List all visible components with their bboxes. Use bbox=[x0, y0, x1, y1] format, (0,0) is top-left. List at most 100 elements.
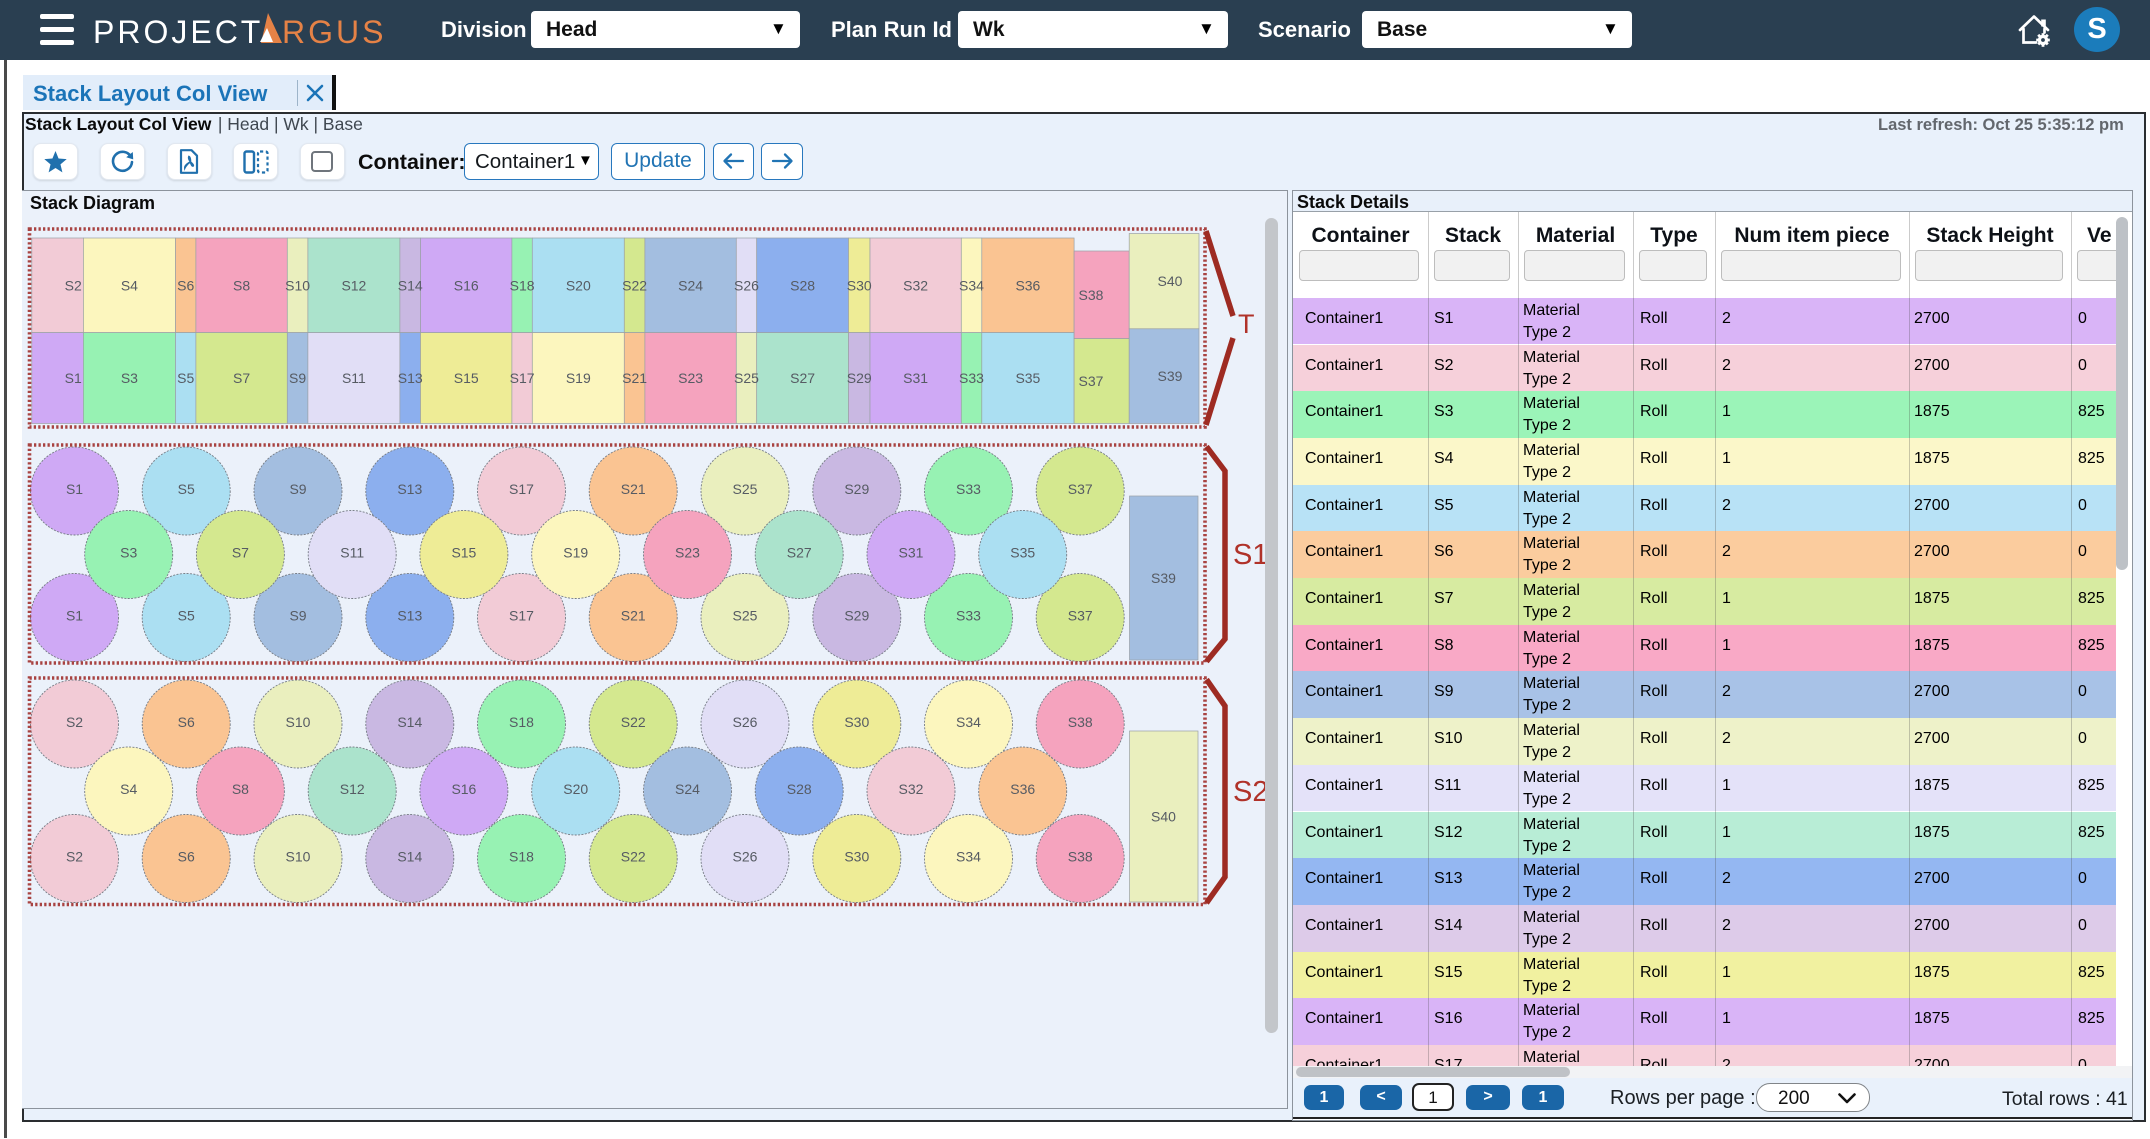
svg-text:S4: S4 bbox=[120, 781, 137, 797]
svg-text:S23: S23 bbox=[678, 370, 703, 386]
svg-text:S15: S15 bbox=[454, 370, 479, 386]
svg-text:S21: S21 bbox=[621, 607, 646, 623]
svg-text:S5: S5 bbox=[178, 607, 195, 623]
svg-text:S23: S23 bbox=[675, 544, 700, 560]
svg-text:S9: S9 bbox=[289, 370, 306, 386]
svg-text:S38: S38 bbox=[1068, 848, 1093, 864]
svg-text:S35: S35 bbox=[1010, 544, 1035, 560]
svg-text:S32: S32 bbox=[903, 277, 928, 293]
svg-text:S33: S33 bbox=[959, 370, 984, 386]
svg-text:S22: S22 bbox=[621, 714, 646, 730]
svg-text:S28: S28 bbox=[787, 781, 812, 797]
svg-text:S4: S4 bbox=[121, 277, 138, 293]
svg-text:S25: S25 bbox=[733, 607, 758, 623]
svg-text:S16: S16 bbox=[451, 781, 476, 797]
svg-text:S31: S31 bbox=[903, 370, 928, 386]
svg-text:S10: S10 bbox=[286, 714, 311, 730]
svg-text:S26: S26 bbox=[733, 848, 758, 864]
svg-text:S5: S5 bbox=[177, 370, 194, 386]
svg-text:S16: S16 bbox=[454, 277, 479, 293]
svg-text:S12: S12 bbox=[340, 781, 365, 797]
svg-text:S3: S3 bbox=[120, 544, 137, 560]
svg-text:S31: S31 bbox=[899, 544, 924, 560]
svg-text:S7: S7 bbox=[233, 370, 250, 386]
svg-text:S3: S3 bbox=[121, 370, 138, 386]
svg-text:S1: S1 bbox=[65, 370, 82, 386]
svg-text:S29: S29 bbox=[844, 481, 869, 497]
svg-text:S34: S34 bbox=[956, 848, 981, 864]
svg-text:S5: S5 bbox=[178, 481, 195, 497]
svg-text:S26: S26 bbox=[733, 714, 758, 730]
svg-text:S14: S14 bbox=[397, 714, 422, 730]
svg-text:S11: S11 bbox=[342, 370, 366, 386]
svg-text:S29: S29 bbox=[844, 607, 869, 623]
svg-text:S2: S2 bbox=[1233, 776, 1268, 808]
svg-text:S22: S22 bbox=[622, 277, 647, 293]
svg-text:S38: S38 bbox=[1079, 287, 1104, 303]
svg-text:S1: S1 bbox=[66, 481, 83, 497]
svg-text:S6: S6 bbox=[177, 277, 194, 293]
svg-text:S15: S15 bbox=[451, 544, 476, 560]
svg-text:S8: S8 bbox=[232, 781, 249, 797]
svg-text:S2: S2 bbox=[66, 714, 83, 730]
svg-text:S39: S39 bbox=[1151, 570, 1176, 586]
svg-text:S21: S21 bbox=[622, 370, 647, 386]
svg-text:S10: S10 bbox=[285, 277, 310, 293]
svg-text:S27: S27 bbox=[790, 370, 815, 386]
svg-text:S17: S17 bbox=[510, 370, 535, 386]
svg-text:S19: S19 bbox=[566, 370, 591, 386]
svg-text:S10: S10 bbox=[286, 848, 311, 864]
svg-text:S18: S18 bbox=[509, 714, 534, 730]
svg-text:S20: S20 bbox=[563, 781, 588, 797]
svg-text:S34: S34 bbox=[959, 277, 984, 293]
svg-text:S25: S25 bbox=[734, 370, 759, 386]
svg-text:S11: S11 bbox=[340, 544, 364, 560]
svg-text:S39: S39 bbox=[1158, 368, 1183, 384]
svg-text:S37: S37 bbox=[1068, 481, 1093, 497]
svg-text:S14: S14 bbox=[397, 848, 422, 864]
svg-text:S28: S28 bbox=[790, 277, 815, 293]
svg-text:S7: S7 bbox=[232, 544, 249, 560]
svg-text:S19: S19 bbox=[563, 544, 588, 560]
svg-text:S12: S12 bbox=[341, 277, 366, 293]
svg-text:S37: S37 bbox=[1079, 373, 1104, 389]
svg-text:S18: S18 bbox=[509, 848, 534, 864]
svg-text:S20: S20 bbox=[566, 277, 591, 293]
svg-text:S34: S34 bbox=[956, 714, 981, 730]
svg-text:S30: S30 bbox=[844, 714, 869, 730]
svg-text:S38: S38 bbox=[1068, 714, 1093, 730]
svg-text:S40: S40 bbox=[1158, 273, 1183, 289]
svg-text:S13: S13 bbox=[397, 481, 422, 497]
svg-text:S6: S6 bbox=[178, 848, 195, 864]
svg-text:S9: S9 bbox=[289, 481, 306, 497]
svg-text:S2: S2 bbox=[66, 848, 83, 864]
svg-text:S17: S17 bbox=[509, 607, 534, 623]
svg-text:S1: S1 bbox=[1233, 539, 1268, 571]
svg-text:S37: S37 bbox=[1068, 607, 1093, 623]
svg-text:S21: S21 bbox=[621, 481, 646, 497]
svg-text:S25: S25 bbox=[733, 481, 758, 497]
svg-text:S13: S13 bbox=[398, 370, 423, 386]
svg-text:S27: S27 bbox=[787, 544, 812, 560]
svg-text:S26: S26 bbox=[734, 277, 759, 293]
svg-text:T: T bbox=[1238, 309, 1255, 339]
svg-text:S36: S36 bbox=[1015, 277, 1040, 293]
svg-text:S13: S13 bbox=[397, 607, 422, 623]
svg-text:S18: S18 bbox=[510, 277, 535, 293]
svg-text:S14: S14 bbox=[398, 277, 423, 293]
svg-text:S30: S30 bbox=[844, 848, 869, 864]
svg-text:S22: S22 bbox=[621, 848, 646, 864]
svg-text:S8: S8 bbox=[233, 277, 250, 293]
svg-text:S1: S1 bbox=[66, 607, 83, 623]
svg-text:S30: S30 bbox=[847, 277, 872, 293]
svg-text:S6: S6 bbox=[178, 714, 195, 730]
svg-text:S2: S2 bbox=[65, 277, 82, 293]
svg-text:S24: S24 bbox=[675, 781, 700, 797]
svg-text:S29: S29 bbox=[847, 370, 872, 386]
svg-text:S40: S40 bbox=[1151, 809, 1176, 825]
svg-text:S33: S33 bbox=[956, 481, 981, 497]
svg-text:S24: S24 bbox=[678, 277, 703, 293]
svg-text:S33: S33 bbox=[956, 607, 981, 623]
svg-text:S36: S36 bbox=[1010, 781, 1035, 797]
svg-text:S32: S32 bbox=[899, 781, 924, 797]
